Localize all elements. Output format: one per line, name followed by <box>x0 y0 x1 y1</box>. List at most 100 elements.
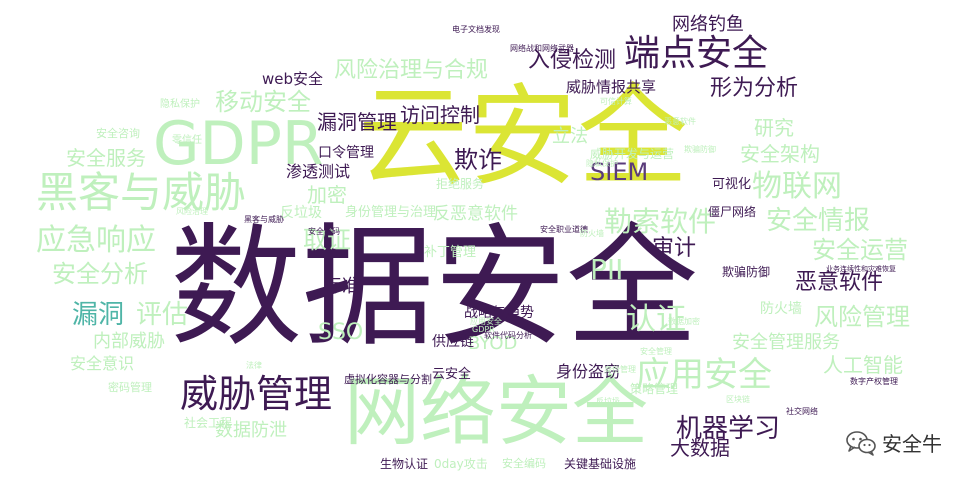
word-72: 补丁管理 <box>424 245 477 260</box>
word-59: 防火墙 <box>760 301 802 317</box>
word-12: 勒索软件 <box>604 205 717 238</box>
word-31: 安全架构 <box>740 142 820 166</box>
word-3: GDPR <box>153 109 324 179</box>
word-15: 认证 <box>626 302 686 337</box>
watermark: 安全牛 <box>846 428 942 457</box>
word-7: 应用安全 <box>636 355 772 395</box>
word-5: 端点安全 <box>624 33 769 74</box>
word-80: 数字产权管理 <box>850 377 898 386</box>
word-40: 渗透测试 <box>286 162 351 181</box>
word-32: 内部威胁 <box>93 331 165 352</box>
word-33: 人工智能 <box>823 353 903 377</box>
word-52: 反垃圾 <box>280 205 322 221</box>
word-16: 机器学习 <box>676 414 781 444</box>
word-8: 风险治理与合规 <box>334 58 489 83</box>
word-97: 区块链 <box>726 395 750 404</box>
word-51: 反恶意软件 <box>433 204 518 224</box>
word-53: 身份管理与治理 <box>345 205 437 220</box>
word-67: 隐私保护 <box>160 99 200 110</box>
word-35: 数据防泄 <box>215 420 287 441</box>
word-0: 数据安全 <box>170 211 698 365</box>
word-90: 隐私保护 <box>586 159 618 168</box>
word-41: 标准 <box>324 276 360 297</box>
word-48: 安全意识 <box>70 354 135 373</box>
word-54: 可视化 <box>712 177 752 192</box>
word-10: 物联网 <box>752 169 842 204</box>
word-71: 威胁开发与运营 <box>590 147 675 161</box>
wechat-icon <box>846 430 876 456</box>
word-63: 0day攻击 <box>434 457 488 471</box>
word-4: 黑客与威胁 <box>36 168 247 217</box>
word-83: 安全编码 <box>308 227 340 236</box>
word-27: 漏洞管理 <box>317 110 397 134</box>
word-6: 威胁管理 <box>180 372 333 416</box>
word-20: 评估 <box>136 300 189 330</box>
word-86: 恶意软件 <box>664 117 696 126</box>
word-93: 身份管理 <box>604 365 636 374</box>
word-38: 加密 <box>307 183 347 207</box>
word-17: 安全运营 <box>812 236 908 264</box>
word-45: web安全 <box>262 70 324 88</box>
word-23: 形为分析 <box>710 76 799 101</box>
word-82: 软件代码分析 <box>484 331 532 340</box>
word-91: 风险治理 <box>176 207 208 216</box>
word-78: 黑客与威胁 <box>244 215 284 224</box>
word-60: 云安全 <box>432 367 472 382</box>
word-61: 虚拟化容器与分割 <box>344 373 432 386</box>
word-74: 密码管理 <box>108 381 152 394</box>
word-56: 欺骗防御 <box>722 265 771 279</box>
word-42: 网络钓鱼 <box>672 14 744 35</box>
word-95: 反垃圾 <box>596 397 620 406</box>
word-76: 网络战和网络武器 <box>510 44 574 53</box>
word-92: 安全管理 <box>640 347 672 356</box>
word-70: 拒绝服务 <box>436 177 485 191</box>
word-79: 业务连续性和灾难恢复 <box>826 265 896 273</box>
word-44: 研究 <box>754 116 794 140</box>
word-19: 漏洞 <box>72 300 125 330</box>
word-69: 安全咨询 <box>96 127 140 140</box>
word-1: 云安全 <box>358 73 688 201</box>
word-18: 安全分析 <box>52 260 148 288</box>
word-29: PII <box>590 253 624 286</box>
word-49: 立法 <box>552 126 588 147</box>
word-26: 访问控制 <box>400 103 480 127</box>
word-77: 安全职业道德 <box>540 225 588 234</box>
word-88: 应用安全 <box>470 317 502 326</box>
word-66: 策略管理 <box>630 382 679 396</box>
word-47: 身份盗窃 <box>556 362 621 381</box>
word-75: 电子文档发现 <box>452 25 500 34</box>
word-46: 大数据 <box>670 436 730 460</box>
word-28: 取证 <box>303 226 351 254</box>
word-43: 威胁情报共享 <box>566 78 657 96</box>
word-87: 防火墙 <box>580 229 604 238</box>
word-57: 战略与趋势 <box>464 305 534 321</box>
word-65: 关键基础设施 <box>564 457 637 471</box>
word-55: 僵尸网络 <box>708 205 757 219</box>
word-85: 可信计算 <box>600 97 632 106</box>
word-50: 口令管理 <box>318 145 374 161</box>
word-84: 欺骗防御 <box>684 145 716 154</box>
word-36: BYOD <box>468 333 518 354</box>
word-68: 零信任 <box>172 135 202 146</box>
word-96: 法律 <box>246 361 262 370</box>
word-34: 安全管理服务 <box>732 332 840 353</box>
watermark-text: 安全牛 <box>882 432 942 456</box>
word-58: 供应链 <box>432 334 474 350</box>
word-25: SIEM <box>590 158 649 186</box>
word-13: 恶意软件 <box>795 270 884 295</box>
word-64: 安全编码 <box>502 457 546 470</box>
word-89: GDPR <box>472 325 495 334</box>
word-14: 风险管理 <box>814 303 910 331</box>
word-30: 审计 <box>652 236 697 261</box>
word-62: 生物认证 <box>380 457 429 471</box>
word-22: 入侵检测 <box>528 48 617 73</box>
word-2: 网络安全 <box>344 367 648 456</box>
word-94: 数据加密 <box>668 317 700 326</box>
word-73: 社会工程 <box>184 416 233 430</box>
word-39: 安全服务 <box>66 146 146 170</box>
word-9: 应急响应 <box>36 223 156 258</box>
word-37: SSO <box>318 320 364 345</box>
word-24: 欺诈 <box>454 146 502 174</box>
word-11: 安全情报 <box>766 206 871 236</box>
